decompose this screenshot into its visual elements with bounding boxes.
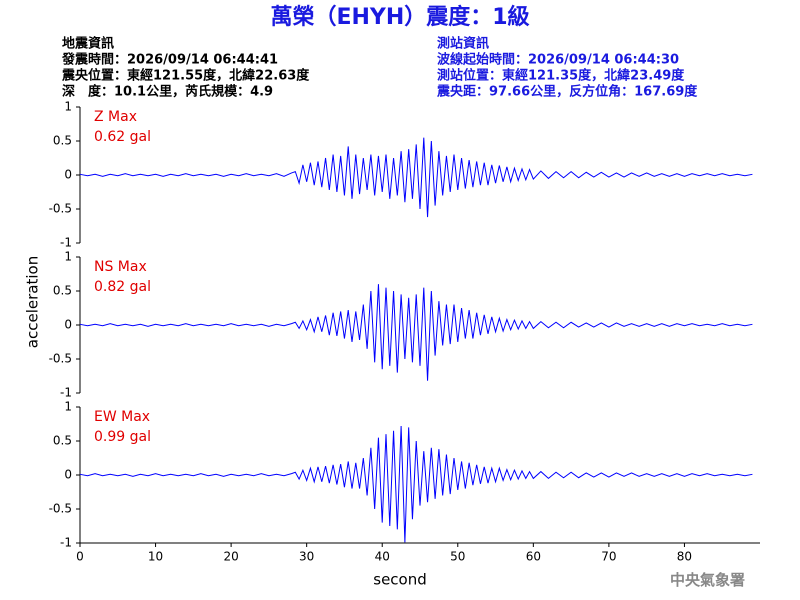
- y-tick-label: -1: [60, 236, 72, 250]
- y-tick-label: 0: [64, 168, 72, 182]
- x-tick-label: 0: [76, 550, 84, 564]
- chart-title: 萬榮（EHYH）震度：1級: [270, 4, 529, 30]
- x-tick-label: 50: [450, 550, 465, 564]
- waveform: [79, 137, 753, 218]
- max-label: 0.99 gal: [94, 429, 151, 445]
- x-tick-label: 70: [601, 550, 616, 564]
- waveform: [79, 426, 753, 543]
- x-tick-label: 60: [526, 550, 541, 564]
- info-left: 深 度：10.1公里，芮氏規模：4.9: [62, 84, 273, 100]
- x-axis-title: second: [373, 571, 427, 589]
- series-name: NS Max: [94, 259, 147, 275]
- info-left: 發震時間：2026/09/14 06:44:41: [61, 52, 278, 68]
- y-tick-label: -1: [60, 536, 72, 550]
- footer: 中央氣象署: [670, 571, 745, 589]
- y-tick-label: -0.5: [49, 202, 72, 216]
- info-right: 波線起始時間：2026/09/14 06:44:30: [437, 52, 679, 68]
- y-tick-label: 0.5: [53, 134, 72, 148]
- y-tick-label: 1: [64, 250, 72, 264]
- y-tick-label: -1: [60, 386, 72, 400]
- info-right: 測站資訊: [437, 36, 489, 52]
- y-tick-label: -0.5: [49, 352, 72, 366]
- series-name: EW Max: [94, 409, 150, 425]
- series-name: Z Max: [94, 109, 137, 125]
- y-tick-label: 0: [64, 468, 72, 482]
- x-tick-label: 40: [375, 550, 390, 564]
- x-tick-label: 80: [677, 550, 692, 564]
- x-tick-label: 10: [148, 550, 163, 564]
- x-tick-label: 20: [223, 550, 238, 564]
- y-axis-title: acceleration: [24, 256, 42, 348]
- max-label: 0.82 gal: [94, 279, 151, 295]
- y-tick-label: 1: [64, 100, 72, 114]
- max-label: 0.62 gal: [94, 129, 151, 145]
- y-tick-label: 0.5: [53, 284, 72, 298]
- y-tick-label: -0.5: [49, 502, 72, 516]
- y-tick-label: 0: [64, 318, 72, 332]
- info-right: 測站位置：東經121.35度，北緯23.49度: [437, 68, 685, 84]
- y-tick-label: 1: [64, 400, 72, 414]
- y-tick-label: 0.5: [53, 434, 72, 448]
- info-left: 地震資訊: [62, 36, 114, 52]
- waveform: [79, 284, 753, 381]
- info-right: 震央距：97.66公里，反方位角：167.69度: [436, 84, 698, 100]
- x-tick-label: 30: [299, 550, 314, 564]
- info-left: 震央位置：東經121.55度，北緯22.63度: [61, 68, 310, 84]
